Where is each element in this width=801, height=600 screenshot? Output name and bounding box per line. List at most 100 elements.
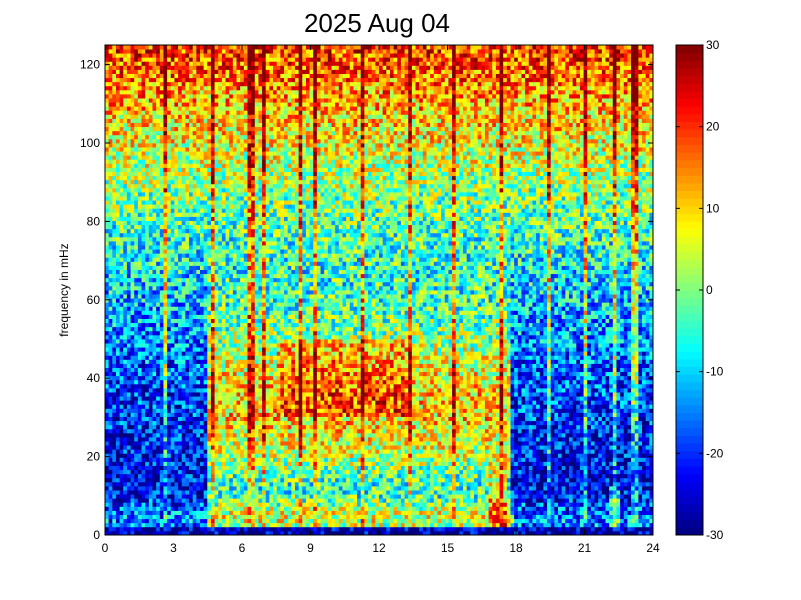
heatmap-cell — [137, 224, 142, 230]
heatmap-cell — [210, 453, 215, 458]
heatmap-cell — [170, 412, 175, 417]
heatmap-cell — [251, 110, 256, 115]
heatmap-cell — [123, 98, 128, 103]
heatmap-cell — [119, 138, 124, 144]
heatmap-cell — [141, 416, 146, 422]
heatmap-cell — [189, 404, 194, 409]
heatmap-cell — [112, 514, 117, 520]
heatmap-cell — [218, 522, 223, 528]
heatmap-cell — [123, 179, 128, 185]
heatmap-cell — [159, 465, 164, 471]
heatmap-cell — [174, 514, 179, 520]
heatmap-cell — [221, 49, 226, 54]
heatmap-cell — [170, 196, 175, 201]
heatmap-cell — [163, 400, 168, 405]
heatmap-cell — [225, 175, 230, 181]
heatmap-cell — [105, 371, 110, 377]
heatmap-cell — [148, 392, 153, 397]
heatmap-cell — [236, 481, 241, 487]
heatmap-cell — [126, 277, 131, 283]
heatmap-cell — [196, 65, 201, 70]
heatmap-cell — [207, 522, 212, 528]
heatmap-cell — [181, 118, 186, 123]
heatmap-cell — [174, 49, 179, 54]
heatmap-cell — [178, 212, 183, 217]
heatmap-cell — [105, 249, 110, 254]
heatmap-cell — [167, 134, 172, 140]
heatmap-cell — [251, 375, 256, 381]
heatmap-cell — [119, 355, 124, 360]
heatmap-cell — [189, 441, 194, 446]
heatmap-cell — [236, 302, 241, 307]
heatmap-cell — [130, 318, 135, 324]
heatmap-cell — [156, 183, 161, 189]
heatmap-cell — [156, 481, 161, 487]
heatmap-cell — [178, 379, 183, 385]
heatmap-cell — [254, 453, 259, 458]
heatmap-cell — [152, 502, 157, 507]
heatmap-cell — [240, 416, 245, 422]
heatmap-cell — [221, 69, 226, 74]
heatmap-cell — [214, 432, 219, 438]
heatmap-cell — [152, 334, 157, 340]
heatmap-cell — [137, 285, 142, 291]
heatmap-cell — [123, 306, 128, 311]
heatmap-cell — [126, 106, 131, 111]
heatmap-cell — [214, 379, 219, 385]
heatmap-cell — [240, 359, 245, 364]
heatmap-cell — [210, 143, 215, 148]
heatmap-cell — [185, 469, 190, 475]
heatmap-cell — [229, 57, 234, 62]
heatmap-cell — [115, 163, 121, 168]
heatmap-cell — [207, 57, 212, 62]
heatmap-cell — [210, 449, 215, 454]
heatmap-cell — [130, 94, 135, 99]
heatmap-cell — [229, 334, 234, 340]
heatmap-cell — [130, 179, 135, 185]
heatmap-cell — [159, 45, 164, 50]
heatmap-cell — [174, 510, 179, 515]
heatmap-cell — [112, 355, 117, 360]
heatmap-cell — [134, 45, 139, 50]
heatmap-cell — [141, 502, 146, 507]
heatmap-cell — [196, 347, 201, 352]
heatmap-cell — [236, 424, 241, 430]
heatmap-cell — [141, 130, 146, 136]
heatmap-cell — [170, 355, 175, 360]
heatmap-cell — [145, 392, 150, 397]
heatmap-cell — [174, 339, 179, 344]
heatmap-cell — [181, 138, 186, 144]
heatmap-cell — [145, 302, 150, 307]
heatmap-cell — [108, 118, 113, 123]
heatmap-cell — [181, 502, 186, 507]
heatmap-cell — [178, 322, 183, 328]
heatmap-cell — [141, 171, 146, 177]
heatmap-cell — [141, 281, 146, 287]
heatmap-cell — [178, 220, 183, 226]
heatmap-cell — [108, 424, 113, 430]
heatmap-cell — [207, 379, 212, 385]
heatmap-cell — [199, 453, 205, 458]
heatmap-cell — [130, 347, 135, 352]
heatmap-cell — [134, 130, 139, 136]
heatmap-cell — [115, 424, 121, 430]
heatmap-cell — [167, 469, 172, 475]
heatmap-cell — [148, 343, 153, 348]
heatmap-cell — [137, 298, 142, 303]
heatmap-cell — [108, 494, 113, 499]
heatmap-cell — [163, 85, 168, 91]
heatmap-cell — [130, 486, 135, 491]
heatmap-cell — [236, 253, 241, 258]
heatmap-cell — [251, 208, 256, 213]
heatmap-cell — [181, 151, 186, 156]
heatmap-cell — [123, 81, 128, 87]
heatmap-cell — [148, 236, 153, 242]
heatmap-cell — [232, 408, 237, 413]
heatmap-cell — [170, 212, 175, 217]
heatmap-cell — [210, 126, 215, 132]
heatmap-cell — [119, 404, 124, 409]
heatmap-cell — [130, 375, 135, 381]
heatmap-cell — [221, 461, 226, 466]
heatmap-cell — [247, 273, 252, 279]
heatmap-cell — [207, 363, 212, 368]
